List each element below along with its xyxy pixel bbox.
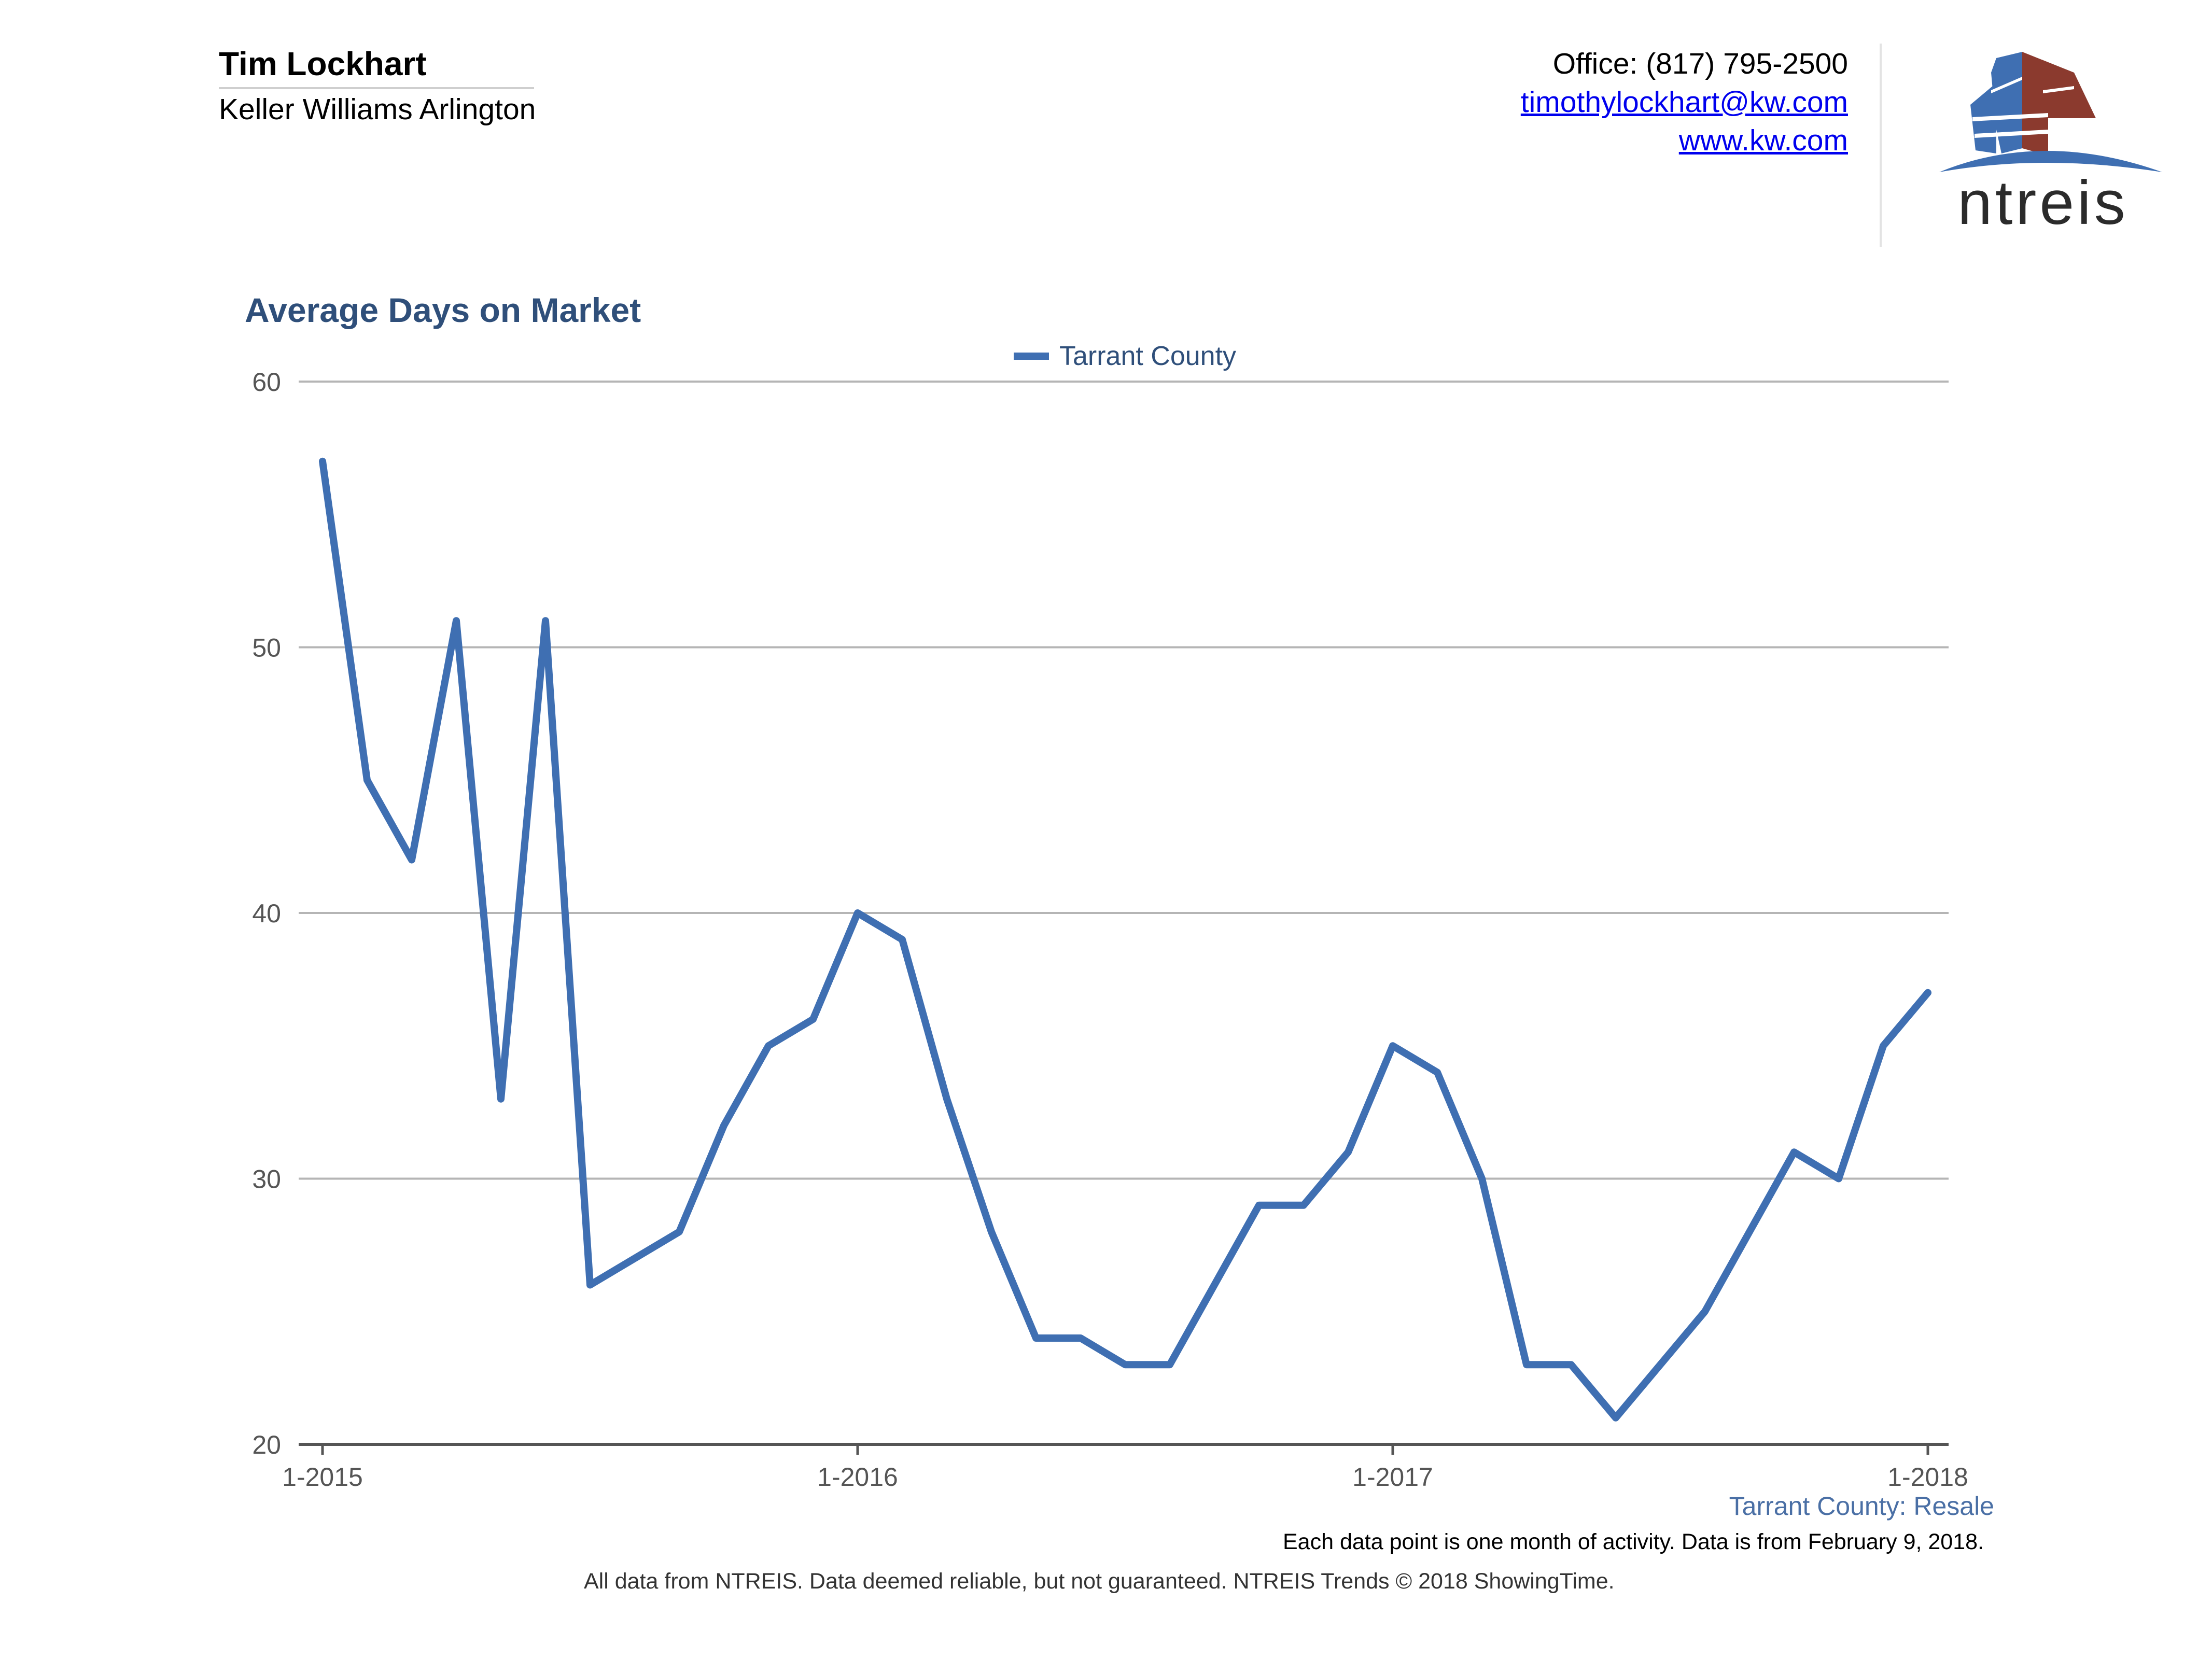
agent-name: Tim Lockhart [219, 45, 427, 82]
x-tick-label: 1-2018 [1887, 1463, 1968, 1492]
data-point [990, 1231, 992, 1233]
data-point [678, 1231, 680, 1233]
data-point [1258, 1204, 1260, 1206]
data-point [1035, 1337, 1037, 1339]
data-point [1748, 1231, 1751, 1233]
data-point [1347, 1151, 1349, 1154]
data-point [1169, 1363, 1171, 1366]
data-point [1659, 1363, 1661, 1366]
data-point [723, 1124, 725, 1127]
data-point [544, 620, 547, 622]
data-point [1080, 1337, 1082, 1339]
data-point [1570, 1363, 1572, 1366]
agent-company: Keller Williams Arlington [219, 93, 536, 126]
ntreis-building-logo-icon: ntreis [1939, 52, 2162, 237]
data-point [1481, 1177, 1483, 1180]
data-point [1704, 1310, 1706, 1313]
footnote: Each data point is one month of activity… [1282, 1529, 1984, 1554]
data-point [411, 859, 413, 861]
x-tick-label: 1-2016 [817, 1463, 898, 1492]
y-tick-label: 50 [252, 634, 281, 663]
data-point [321, 460, 324, 462]
series-caption: Tarrant County: Resale [1729, 1492, 1994, 1521]
data-point [1882, 1045, 1884, 1047]
data-point [1213, 1284, 1215, 1286]
data-point [1525, 1363, 1528, 1366]
contact-block: Office: (817) 795-2500 timothylockhart@k… [1521, 45, 1848, 160]
x-tick-label: 1-2015 [282, 1463, 363, 1492]
data-point [812, 1018, 814, 1020]
data-point [634, 1257, 636, 1260]
legend-label: Tarrant County [1059, 341, 1237, 371]
data-point [455, 620, 457, 622]
data-point [1303, 1204, 1305, 1206]
data-point [1927, 991, 1929, 994]
data-point [1615, 1416, 1617, 1419]
data-point [1392, 1045, 1394, 1047]
data-point [767, 1045, 769, 1047]
data-point [1124, 1363, 1126, 1366]
y-tick-label: 60 [252, 368, 281, 397]
agent-name-divider [219, 87, 534, 89]
ntreis-wordmark: ntreis [1957, 168, 2128, 237]
chart-legend: Tarrant County [1014, 338, 1236, 374]
ntreis-logo: ntreis [1919, 52, 2167, 238]
y-tick-label: 40 [252, 899, 281, 928]
data-point [589, 1284, 591, 1286]
y-tick-label: 20 [252, 1430, 281, 1459]
x-tick-label: 1-2017 [1352, 1463, 1433, 1492]
data-point [1838, 1177, 1840, 1180]
data-point [1793, 1151, 1795, 1154]
series-line-0 [319, 457, 1931, 1422]
chart-title: Average Days on Market [245, 291, 641, 329]
data-point [500, 1098, 502, 1100]
disclaimer: All data from NTREIS. Data deemed reliab… [584, 1569, 1615, 1594]
data-point [901, 938, 903, 941]
email-link[interactable]: timothylockhart@kw.com [1520, 86, 1848, 119]
y-tick-label: 30 [252, 1165, 281, 1194]
data-point [857, 912, 859, 914]
header-vertical-divider [1880, 44, 1882, 247]
data-point [946, 1098, 948, 1100]
data-point [366, 779, 368, 781]
office-phone: Office: (817) 795-2500 [1552, 47, 1848, 80]
website-link[interactable]: www.kw.com [1678, 124, 1848, 157]
legend-swatch [1014, 353, 1049, 360]
data-point [1436, 1071, 1438, 1074]
